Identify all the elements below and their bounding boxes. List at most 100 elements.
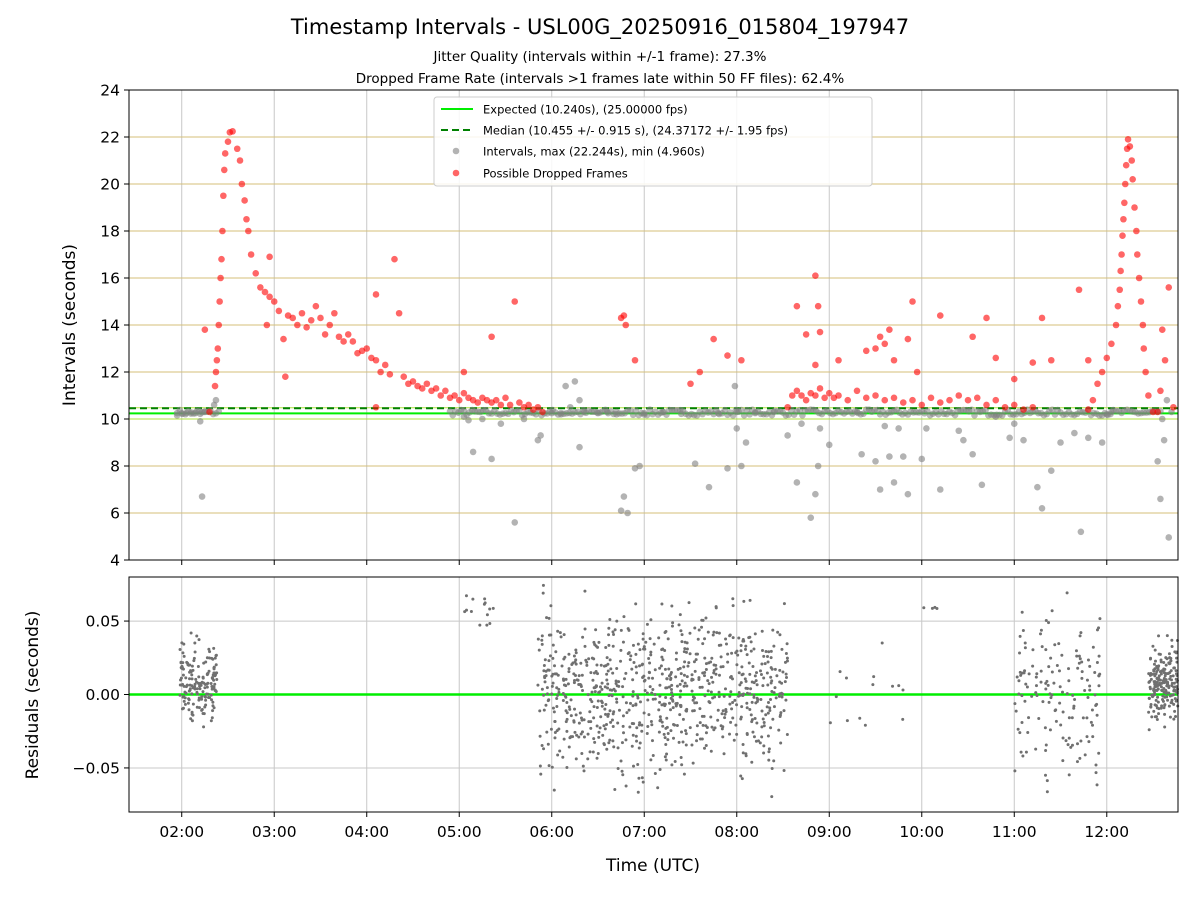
- residual-point: [583, 627, 587, 631]
- legend-intervals-label: Intervals, max (22.244s), min (4.960s): [483, 145, 705, 159]
- residual-point: [707, 700, 711, 704]
- residual-point: [1043, 726, 1047, 730]
- residual-point: [845, 719, 849, 723]
- dropped-frame-point: [687, 380, 694, 388]
- residual-point: [1155, 664, 1159, 668]
- residual-point: [601, 733, 605, 737]
- dropped-frame-point: [534, 403, 542, 411]
- interval-point: [1071, 429, 1078, 437]
- residual-point: [767, 758, 771, 762]
- dropped-frame-point: [1114, 302, 1122, 310]
- intervals-points: [173, 128, 1177, 541]
- residual-point: [602, 724, 606, 728]
- residual-point: [734, 651, 738, 655]
- residual-point: [1059, 723, 1063, 727]
- residual-point: [675, 684, 679, 688]
- residual-point: [204, 703, 208, 707]
- x-tick-label: 02:00: [159, 823, 204, 841]
- residual-point: [597, 690, 601, 694]
- residual-point: [1155, 684, 1159, 688]
- residual-point: [703, 746, 707, 750]
- residual-point: [731, 716, 735, 720]
- residual-point: [617, 680, 621, 684]
- interval-point: [1108, 408, 1115, 416]
- residual-point: [1077, 661, 1081, 665]
- residual-point: [565, 729, 569, 733]
- residual-point: [719, 724, 723, 728]
- residual-point: [1150, 715, 1154, 719]
- intervals-y-tick-label: 8: [110, 458, 120, 476]
- residual-point: [553, 672, 557, 676]
- residual-point: [745, 653, 749, 657]
- residual-point: [651, 688, 655, 692]
- interval-point: [1038, 505, 1046, 512]
- residual-point: [1023, 646, 1027, 650]
- residual-point: [638, 741, 642, 745]
- interval-point: [576, 396, 583, 404]
- residual-point: [1159, 706, 1163, 710]
- residual-point: [179, 676, 183, 680]
- residual-point: [778, 668, 782, 672]
- residual-point: [687, 601, 691, 605]
- residual-point: [753, 674, 757, 678]
- residual-point: [634, 734, 638, 738]
- residual-point: [548, 654, 552, 658]
- residual-point: [1170, 644, 1174, 648]
- legend-median-label: Median (10.455 +/- 0.915 s), (24.37172 +…: [483, 124, 788, 138]
- residual-point: [187, 698, 191, 702]
- residual-point: [665, 686, 669, 690]
- residual-point: [703, 637, 707, 641]
- residual-point: [733, 698, 737, 702]
- residual-point: [1054, 708, 1058, 712]
- residual-point: [1060, 653, 1064, 657]
- residual-point: [760, 629, 764, 633]
- dropped-frame-point: [881, 340, 889, 348]
- residual-point: [1058, 701, 1062, 705]
- residual-point: [1052, 681, 1056, 685]
- residual-point: [545, 692, 549, 696]
- dropped-frame-point: [918, 401, 926, 409]
- residual-point: [210, 656, 214, 660]
- residual-point: [608, 688, 612, 692]
- residuals-y-tick-label: 0.00: [85, 686, 120, 704]
- residual-point: [761, 717, 765, 721]
- residual-point: [922, 606, 926, 610]
- residual-point: [624, 738, 628, 742]
- residual-point: [670, 683, 674, 687]
- residual-point: [745, 701, 749, 705]
- residual-point: [602, 742, 606, 746]
- residual-point: [1154, 704, 1158, 708]
- residual-point: [724, 642, 728, 646]
- dropped-frame-point: [1161, 356, 1169, 364]
- residual-point: [745, 706, 749, 710]
- residual-point: [1172, 685, 1176, 689]
- residual-point: [192, 656, 196, 660]
- residual-point: [565, 717, 569, 721]
- residual-point: [1023, 641, 1027, 645]
- interval-point: [796, 406, 803, 414]
- residual-point: [759, 669, 763, 673]
- residual-point: [880, 641, 884, 645]
- residual-point: [621, 714, 625, 718]
- interval-point: [793, 479, 801, 486]
- residual-point: [748, 598, 752, 602]
- residual-point: [1039, 669, 1043, 673]
- dropped-frame-point: [1121, 199, 1128, 207]
- residual-point: [740, 705, 744, 709]
- residual-point: [203, 686, 207, 690]
- residual-point: [649, 720, 653, 724]
- residual-point: [1147, 672, 1151, 676]
- residual-point: [627, 708, 631, 712]
- residual-point: [1172, 702, 1176, 706]
- residual-point: [701, 642, 705, 646]
- residual-point: [760, 662, 764, 666]
- residual-point: [695, 701, 699, 705]
- dropped-frame-point: [872, 345, 879, 352]
- residual-point: [664, 695, 668, 699]
- residual-point: [1065, 591, 1069, 595]
- residual-point: [784, 698, 788, 702]
- residual-point: [572, 678, 576, 682]
- residual-point: [770, 766, 774, 770]
- residual-point: [640, 776, 644, 780]
